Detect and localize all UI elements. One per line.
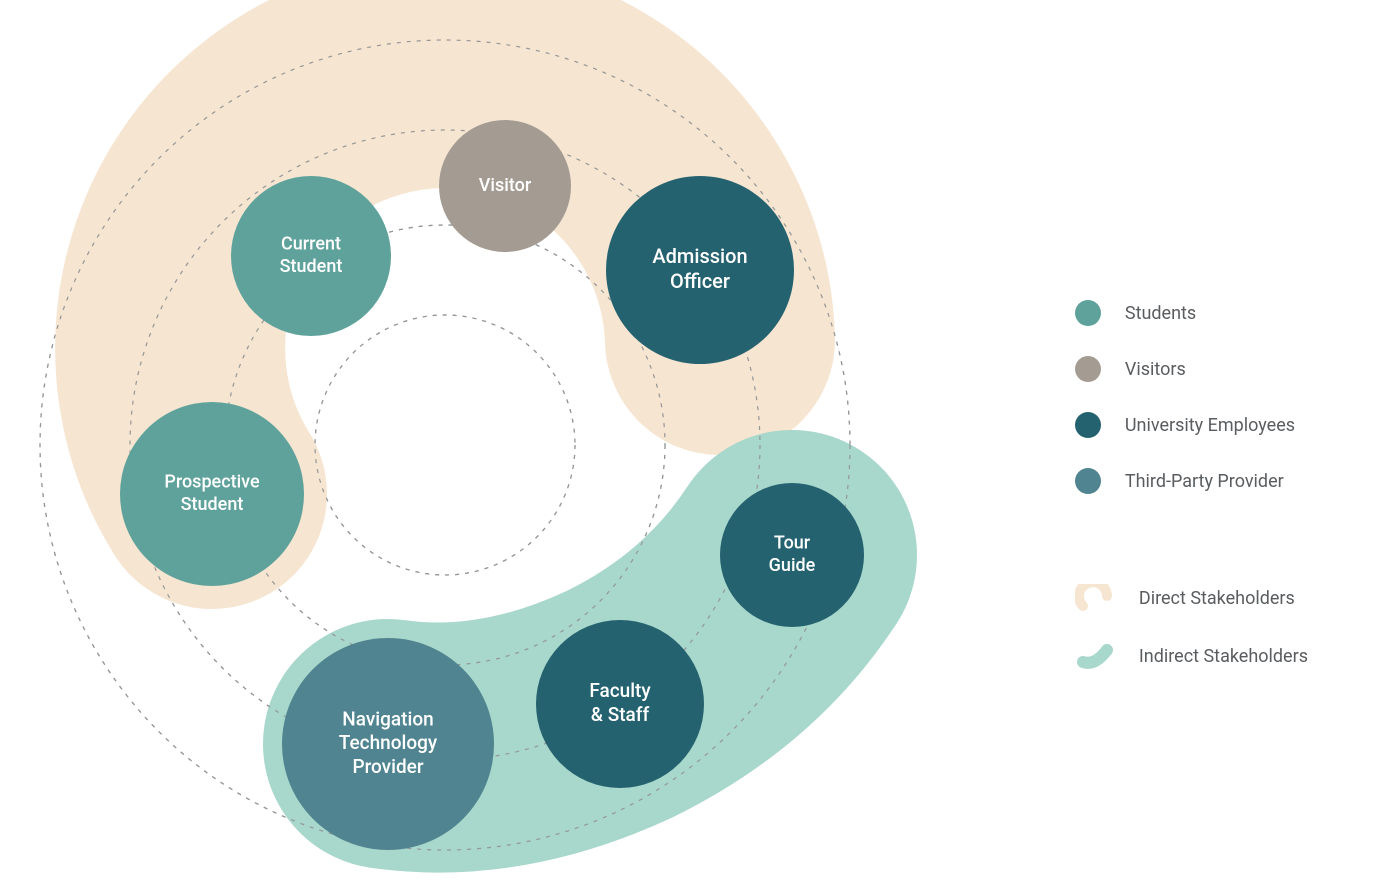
node-faculty-staff: Faculty& Staff [536, 620, 704, 788]
node-tour-guide: TourGuide [720, 483, 864, 627]
legend-swatch [1075, 412, 1101, 438]
ring [315, 315, 575, 575]
legend-swatch [1075, 356, 1101, 382]
node-visitor: Visitor [439, 120, 571, 252]
legend: Students Visitors University Employees Thir… [1075, 300, 1308, 670]
legend-categories: Students Visitors University Employees Thir… [1075, 300, 1308, 494]
legend-direct-stakeholders: Direct Stakeholders [1075, 584, 1308, 612]
node-label: Prospective [164, 472, 260, 493]
legend-label: Third-Party Provider [1125, 471, 1284, 492]
node-label: Provider [352, 755, 423, 778]
node-label: Tour [774, 533, 811, 554]
legend-item-third-party-provider: Third-Party Provider [1075, 468, 1308, 494]
legend-item-students: Students [1075, 300, 1308, 326]
node-current-student: CurrentStudent [231, 176, 391, 336]
node-admission-officer: AdmissionOfficer [606, 176, 794, 364]
direct-blob-icon [1075, 584, 1115, 612]
node-label: Visitor [479, 175, 532, 196]
indirect-blob-icon [1075, 642, 1115, 670]
legend-item-visitors: Visitors [1075, 356, 1308, 382]
node-label: Technology [339, 731, 438, 754]
node-prospective-student: ProspectiveStudent [120, 402, 304, 586]
ring [315, 315, 575, 575]
legend-indirect-stakeholders: Indirect Stakeholders [1075, 642, 1308, 670]
node-navigation-tech-provider: NavigationTechnologyProvider [282, 638, 494, 850]
legend-item-university-employees: University Employees [1075, 412, 1308, 438]
legend-swatch [1075, 300, 1101, 326]
legend-groups: Direct Stakeholders Indirect Stakeholder… [1075, 584, 1308, 670]
node-label: Student [181, 494, 244, 515]
node-label: Guide [769, 555, 816, 576]
node-label: Navigation [342, 707, 433, 730]
legend-indirect-label: Indirect Stakeholders [1139, 646, 1308, 667]
legend-swatch [1075, 468, 1101, 494]
node-label: Faculty [589, 679, 651, 702]
legend-label: University Employees [1125, 415, 1295, 436]
legend-direct-label: Direct Stakeholders [1139, 588, 1295, 609]
node-label: Admission [652, 244, 747, 268]
legend-label: Visitors [1125, 359, 1186, 380]
node-label: Officer [670, 269, 730, 293]
legend-separator [1075, 524, 1308, 554]
node-label: Student [280, 256, 343, 277]
node-label: & Staff [591, 703, 650, 726]
node-label: Current [281, 234, 341, 255]
legend-label: Students [1125, 303, 1196, 324]
